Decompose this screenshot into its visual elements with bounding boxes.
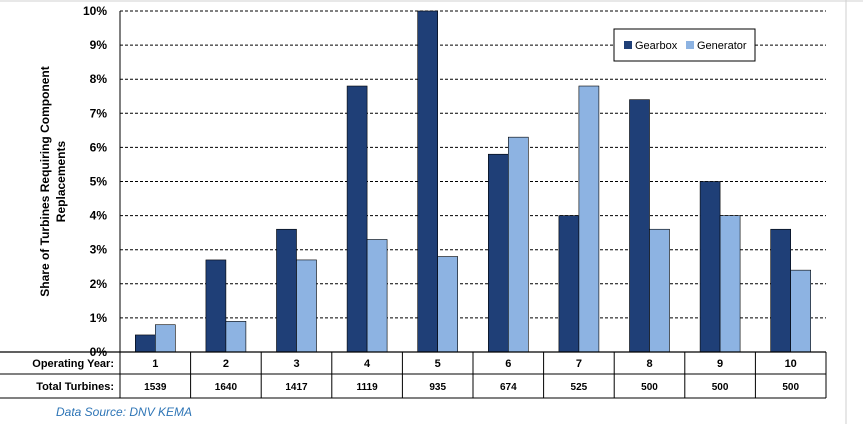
generator-bar	[366, 239, 388, 353]
total-turbines-cell: 1539	[144, 382, 167, 393]
y-tick-label: 1%	[90, 311, 108, 325]
generator-bar	[155, 324, 176, 353]
generator-bar	[507, 136, 529, 353]
generator-bar	[296, 259, 317, 353]
y-axis-title: Replacements	[54, 140, 68, 222]
gearbox-bar	[629, 99, 650, 353]
operating-year-cell: 9	[717, 358, 723, 370]
generator-bar	[719, 215, 741, 353]
operating-year-cell: 7	[576, 358, 582, 370]
total-turbines-cell: 674	[500, 382, 517, 393]
total-turbines-cell: 500	[712, 382, 729, 393]
legend-label-gearbox: Gearbox	[635, 40, 678, 52]
total-turbines-cell: 935	[429, 382, 446, 393]
operating-year-label: Operating Year:	[32, 358, 114, 370]
total-turbines-cell: 1640	[215, 382, 238, 393]
gearbox-bar	[417, 10, 439, 353]
y-tick-label: 9%	[90, 38, 108, 52]
gearbox-bar	[205, 259, 227, 353]
y-axis-title: Share of Turbines Requiring Component	[38, 66, 52, 296]
total-turbines-cell: 1119	[357, 382, 379, 393]
generator-bar	[790, 269, 812, 353]
operating-year-cell: 8	[646, 358, 652, 370]
operating-year-cell: 3	[293, 358, 299, 370]
y-tick-label: 6%	[90, 140, 108, 154]
y-tick-label: 4%	[90, 209, 108, 223]
y-tick-label: 8%	[90, 72, 108, 86]
generator-bar	[437, 256, 459, 353]
legend-swatch-gearbox	[624, 41, 632, 49]
gearbox-bar	[770, 228, 792, 353]
operating-year-cell: 10	[785, 358, 797, 370]
total-turbines-cell: 1417	[285, 382, 308, 393]
y-tick-label: 3%	[90, 243, 108, 257]
gearbox-bar	[135, 334, 156, 353]
operating-year-cell: 4	[364, 358, 371, 370]
gearbox-bar	[276, 228, 297, 353]
operating-year-cell: 6	[505, 358, 511, 370]
y-tick-label: 7%	[90, 106, 108, 120]
operating-year-cell: 2	[223, 358, 229, 370]
legend-box	[613, 28, 756, 62]
total-turbines-cell: 525	[571, 382, 588, 393]
gearbox-bar	[487, 153, 509, 353]
operating-year-cell: 1	[152, 358, 158, 370]
y-tick-label: 10%	[83, 4, 107, 18]
total-turbines-cell: 500	[641, 382, 658, 393]
total-turbines-label: Total Turbines:	[36, 381, 114, 393]
data-source-note: Data Source: DNV KEMA	[56, 405, 193, 419]
legend-label-generator: Generator	[697, 40, 747, 52]
y-tick-label: 2%	[90, 277, 108, 291]
top-border	[0, 0, 863, 2]
total-turbines-cell: 500	[782, 382, 799, 393]
gearbox-bar	[346, 85, 368, 353]
legend-swatch-generator	[686, 41, 694, 49]
generator-bar	[578, 85, 600, 353]
generator-bar	[649, 228, 670, 353]
gearbox-bar	[558, 215, 580, 353]
operating-year-cell: 5	[435, 358, 441, 370]
generator-bar	[225, 321, 247, 353]
gearbox-bar	[699, 181, 721, 353]
y-tick-label: 5%	[90, 175, 108, 189]
